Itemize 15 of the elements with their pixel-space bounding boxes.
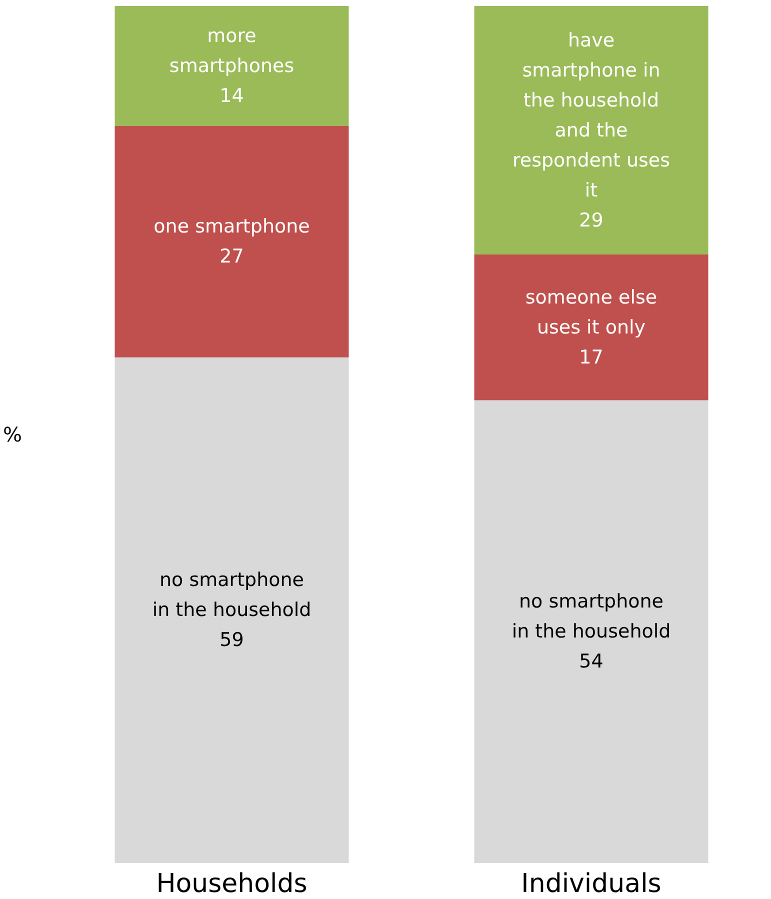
bar (474, 254, 708, 400)
x-tick-label: Households (156, 869, 308, 899)
data-label: no smartphone in the household 59 (152, 569, 312, 652)
bar (114, 126, 349, 358)
data-label: more smartphones 14 (169, 24, 294, 107)
y-axis-title: % (2, 422, 22, 446)
bar (114, 6, 349, 126)
data-label: have smartphone in the household and the respondent uses it 29 (512, 29, 670, 232)
data-label: someone else uses it only 17 (525, 286, 658, 368)
bar (474, 400, 708, 863)
data-label: one smartphone 27 (154, 216, 310, 268)
data-label: no smartphone in the household 54 (512, 590, 671, 673)
x-tick-label: Individuals (521, 869, 662, 899)
bar (474, 6, 708, 255)
bar (114, 357, 349, 863)
